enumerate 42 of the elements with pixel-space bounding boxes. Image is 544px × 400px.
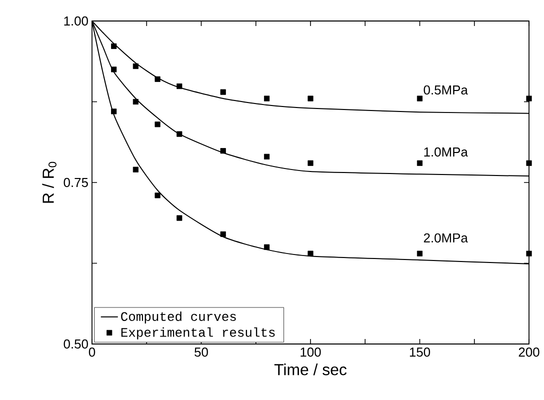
point xyxy=(526,250,532,256)
point xyxy=(111,108,117,114)
point xyxy=(416,96,423,102)
text: 0.50 xyxy=(64,339,88,349)
point xyxy=(264,244,270,250)
point xyxy=(132,166,138,172)
point xyxy=(220,148,226,154)
point xyxy=(132,98,138,105)
y-axis-title: R / R$_{0}$ xyxy=(42,162,56,203)
point xyxy=(308,160,314,166)
point xyxy=(220,231,226,237)
point xyxy=(176,131,182,137)
point xyxy=(264,154,270,160)
point xyxy=(176,83,182,90)
point xyxy=(416,160,423,166)
point xyxy=(154,76,160,82)
x-tick-label: 100 xyxy=(300,348,321,357)
point xyxy=(308,96,314,102)
legend-label: Experimental results xyxy=(121,327,275,340)
point xyxy=(264,96,270,102)
point xyxy=(111,66,117,72)
point xyxy=(526,160,532,166)
point xyxy=(132,63,138,70)
point xyxy=(308,250,314,256)
legend-label: Computed curves xyxy=(121,311,236,324)
x-tick-label: 50 xyxy=(194,348,208,357)
x-tick-label: 0 xyxy=(88,348,96,357)
annotation: 1.0MPa xyxy=(424,147,468,157)
y-tick-label: 1.00 xyxy=(64,16,88,26)
x-tick-label: 150 xyxy=(410,348,430,357)
point xyxy=(176,215,182,221)
annotation: 0.5MPa xyxy=(424,85,468,95)
point xyxy=(526,96,532,102)
point xyxy=(154,192,160,198)
x-axis-title: Time / sec xyxy=(274,364,347,376)
point xyxy=(416,250,423,256)
point xyxy=(154,122,160,128)
point xyxy=(111,43,117,49)
point xyxy=(220,89,226,95)
x-tick-label: 200 xyxy=(518,348,540,357)
y-tick-label: 0.75 xyxy=(64,178,88,188)
annotation: 2.0MPa xyxy=(424,233,468,242)
